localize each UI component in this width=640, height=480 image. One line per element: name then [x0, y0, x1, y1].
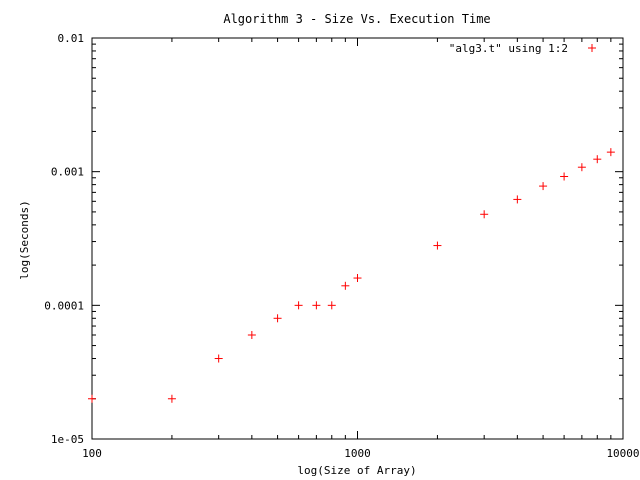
- data-point: [88, 394, 96, 403]
- y-axis-label: log(Seconds): [18, 200, 31, 279]
- data-point: [433, 241, 442, 250]
- data-point: [539, 182, 548, 191]
- plot-frame: [91, 37, 624, 440]
- data-point: [593, 155, 602, 164]
- data-point: [560, 172, 569, 181]
- legend-plus-marker: [588, 44, 596, 52]
- axis-tick-labels: 100 1000 10000 1e-05 0.0001 0.001 0.01: [44, 32, 639, 460]
- y-tick-label: 1e-05: [51, 433, 84, 446]
- data-point: [353, 274, 362, 283]
- x-tick-label: 10000: [606, 447, 639, 460]
- x-tick-label: 100: [82, 447, 102, 460]
- y-tick-label: 0.0001: [44, 299, 84, 312]
- y-tick-label: 0.01: [58, 32, 85, 45]
- x-axis-label: log(Size of Array): [297, 464, 416, 477]
- legend-label: "alg3.t" using 1:2: [449, 42, 568, 55]
- y-tick-label: 0.001: [51, 166, 84, 179]
- data-point: [513, 195, 522, 204]
- data-point: [606, 148, 615, 157]
- chart-title: Algorithm 3 - Size Vs. Execution Time: [223, 12, 490, 26]
- data-point: [273, 314, 282, 323]
- data-point: [247, 330, 256, 339]
- data-points: [88, 148, 615, 403]
- data-point: [480, 210, 489, 219]
- legend-marker: [588, 44, 596, 52]
- data-point: [167, 394, 176, 403]
- data-point: [312, 301, 321, 310]
- axis-ticks: [91, 37, 624, 440]
- data-point: [327, 301, 336, 310]
- x-tick-label: 1000: [344, 447, 371, 460]
- data-point: [341, 281, 350, 290]
- data-point: [577, 163, 586, 172]
- data-point: [214, 354, 223, 363]
- data-point: [294, 301, 303, 310]
- legend: "alg3.t" using 1:2: [449, 42, 596, 55]
